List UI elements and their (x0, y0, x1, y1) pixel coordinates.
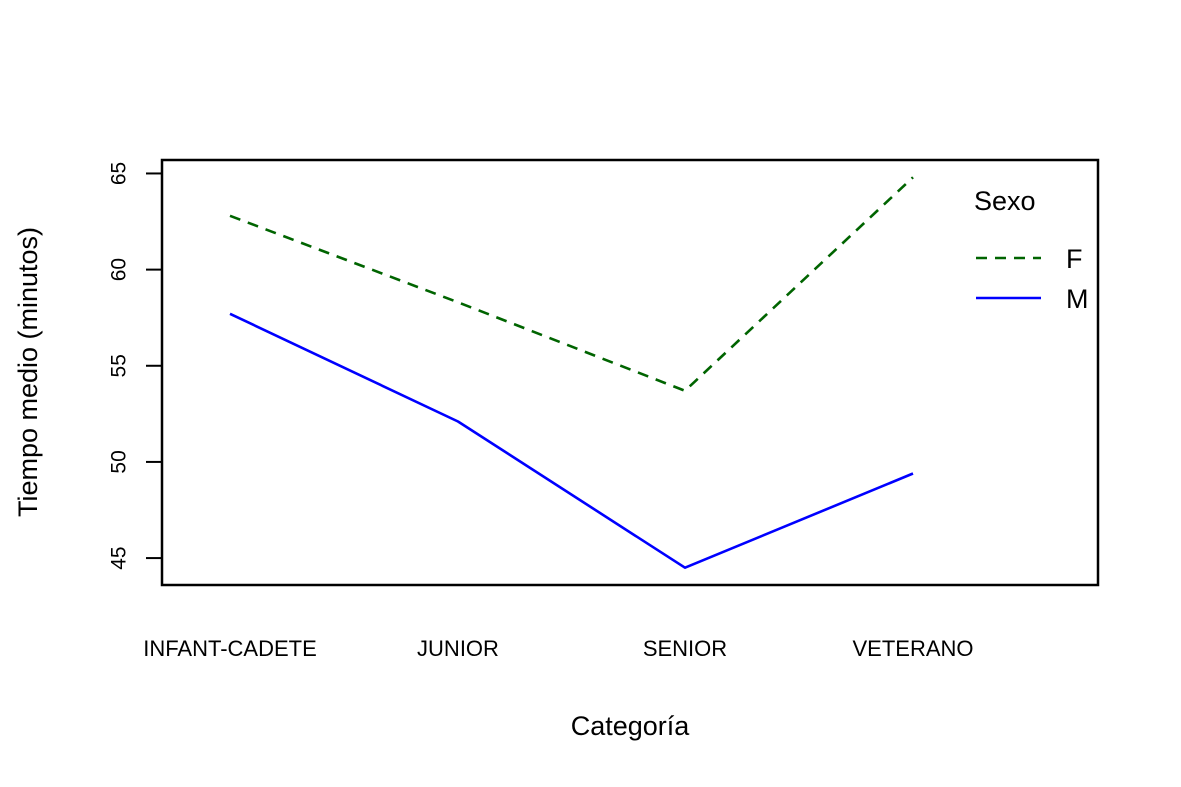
y-axis-title: Tiempo medio (minutos) (13, 227, 43, 517)
y-axis: 45 50 55 60 65 (107, 162, 162, 570)
legend: Sexo FM (974, 186, 1089, 314)
x-category-label: VETERANO (852, 636, 973, 661)
x-axis-title: Categoría (571, 711, 691, 741)
y-tick-label: 45 (107, 546, 130, 569)
y-tick-label: 65 (107, 162, 130, 185)
plot-frame (160, 158, 1100, 587)
y-tick-label: 50 (107, 450, 130, 473)
series-line-f (229, 176, 914, 393)
x-category-label: JUNIOR (417, 636, 499, 661)
x-axis-category-labels: INFANT-CADETE JUNIOR SENIOR VETERANO (143, 636, 973, 661)
series-lines (229, 176, 914, 570)
series-line-m (229, 312, 914, 570)
legend-label-m: M (1066, 284, 1089, 314)
legend-label-f: F (1066, 244, 1083, 274)
legend-title: Sexo (974, 186, 1036, 216)
y-tick-label: 55 (107, 354, 130, 377)
x-category-label: SENIOR (643, 636, 727, 661)
y-tick-label: 60 (107, 258, 130, 281)
x-category-label: INFANT-CADETE (143, 636, 317, 661)
legend-entries: FM (976, 244, 1089, 314)
